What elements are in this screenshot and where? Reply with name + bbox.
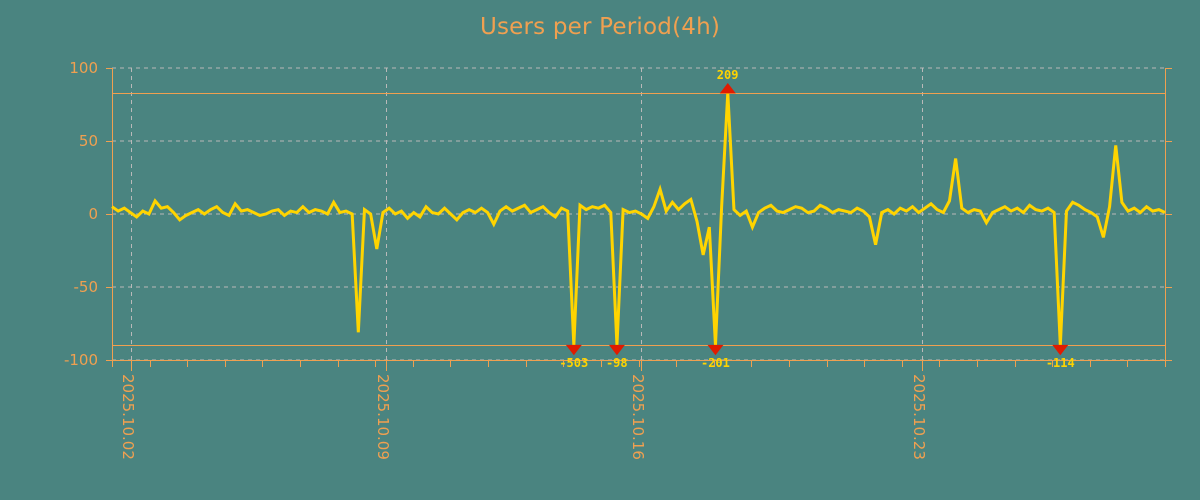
y-axis-tick-label: 100 [69,59,98,77]
annotation-markers [565,83,1069,356]
x-axis-tick-label: 2025.10.09 [373,374,392,460]
annotation-marker [719,83,736,94]
y-axis-tick-label: -100 [63,351,98,369]
annotation-label: -201 [700,356,730,371]
annotation-marker [565,344,582,356]
series-line [111,92,1166,346]
annotation-label: -98 [605,356,628,371]
axis-ticks [106,68,1172,371]
y-axis-tick-label: -50 [73,278,99,296]
x-axis-tick-label: 2025.10.23 [909,374,928,460]
x-axis-tick-label: 2025.10.16 [628,374,647,460]
x-axis-tick-label: 2025.10.02 [119,374,138,460]
axis-frame [112,68,1166,361]
annotation-label: -503 [559,356,589,371]
annotation-marker [1052,344,1069,356]
annotation-label: -114 [1045,356,1075,371]
chart-title: Users per Period(4h) [479,14,721,40]
y-axis-tick-label: 50 [78,132,98,150]
annotation-marker [608,344,625,356]
annotation-marker [707,344,724,356]
y-axis-tick-label: 0 [88,205,98,223]
annotation-label: 209 [716,67,739,82]
threshold-lines [112,93,1165,346]
